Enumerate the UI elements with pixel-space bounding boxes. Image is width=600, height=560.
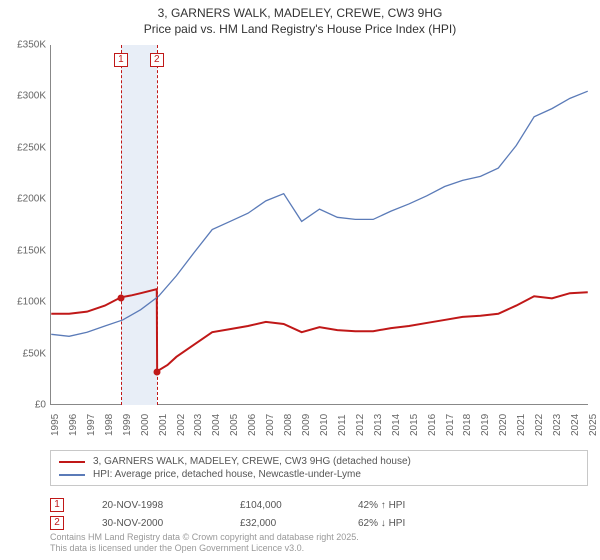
legend-swatch: [59, 474, 85, 476]
marker-box: 2: [150, 53, 164, 67]
footer-line-1: Contains HM Land Registry data © Crown c…: [50, 532, 359, 543]
x-tick-label: 2020: [498, 414, 509, 436]
y-tick-label: £50K: [23, 348, 46, 359]
x-tick-label: 2015: [409, 414, 420, 436]
footer-line-2: This data is licensed under the Open Gov…: [50, 543, 359, 554]
chart-title: 3, GARNERS WALK, MADELEY, CREWE, CW3 9HG…: [0, 0, 600, 37]
x-tick-label: 2021: [516, 414, 527, 436]
transaction-row: 1 20-NOV-1998 £104,000 42% ↑ HPI: [50, 496, 588, 514]
legend-row: HPI: Average price, detached house, Newc…: [59, 468, 579, 481]
transaction-marker: 2: [50, 516, 64, 530]
legend-label: HPI: Average price, detached house, Newc…: [93, 469, 361, 480]
x-tick-label: 2005: [229, 414, 240, 436]
footer-attribution: Contains HM Land Registry data © Crown c…: [50, 532, 359, 554]
title-line-2: Price paid vs. HM Land Registry's House …: [0, 22, 600, 38]
legend-swatch: [59, 461, 85, 463]
x-tick-label: 2017: [445, 414, 456, 436]
y-axis: £0£50K£100K£150K£200K£250K£300K£350K: [0, 45, 48, 405]
transaction-row: 2 30-NOV-2000 £32,000 62% ↓ HPI: [50, 514, 588, 532]
chart-container: 3, GARNERS WALK, MADELEY, CREWE, CW3 9HG…: [0, 0, 600, 560]
x-tick-label: 2002: [176, 414, 187, 436]
x-tick-label: 2025: [588, 414, 599, 436]
marker-line: [121, 45, 122, 405]
x-tick-label: 2024: [570, 414, 581, 436]
x-tick-label: 1999: [122, 414, 133, 436]
marker-dot: [117, 295, 124, 302]
y-tick-label: £250K: [17, 142, 46, 153]
transaction-marker: 1: [50, 498, 64, 512]
transaction-delta: 62% ↓ HPI: [358, 518, 405, 529]
x-tick-label: 2023: [552, 414, 563, 436]
x-tick-label: 2014: [391, 414, 402, 436]
y-tick-label: £300K: [17, 91, 46, 102]
transaction-price: £104,000: [240, 500, 320, 511]
y-tick-label: £350K: [17, 40, 46, 51]
x-tick-label: 2006: [247, 414, 258, 436]
transaction-date: 30-NOV-2000: [102, 518, 202, 529]
x-tick-label: 2000: [140, 414, 151, 436]
x-tick-label: 2008: [283, 414, 294, 436]
line-series-svg: [51, 45, 588, 404]
legend-row: 3, GARNERS WALK, MADELEY, CREWE, CW3 9HG…: [59, 455, 579, 468]
transaction-price: £32,000: [240, 518, 320, 529]
x-tick-label: 2016: [427, 414, 438, 436]
x-tick-label: 2022: [534, 414, 545, 436]
marker-line: [157, 45, 158, 405]
legend-label: 3, GARNERS WALK, MADELEY, CREWE, CW3 9HG…: [93, 456, 411, 467]
x-tick-label: 1998: [104, 414, 115, 436]
x-tick-label: 2001: [158, 414, 169, 436]
x-axis: 1995 1996 1997 1998 1999 2000 2001 2002 2003 2004…: [50, 408, 588, 448]
x-tick-label: 2009: [301, 414, 312, 436]
transaction-date: 20-NOV-1998: [102, 500, 202, 511]
x-tick-label: 1997: [86, 414, 97, 436]
marker-dot: [153, 369, 160, 376]
x-tick-label: 2004: [211, 414, 222, 436]
plot-area: 12: [50, 45, 588, 405]
x-tick-label: 2018: [462, 414, 473, 436]
marker-box: 1: [114, 53, 128, 67]
y-tick-label: £0: [35, 400, 46, 411]
x-tick-label: 2007: [265, 414, 276, 436]
title-line-1: 3, GARNERS WALK, MADELEY, CREWE, CW3 9HG: [0, 6, 600, 22]
x-tick-label: 1995: [50, 414, 61, 436]
x-tick-label: 1996: [68, 414, 79, 436]
y-tick-label: £200K: [17, 194, 46, 205]
x-tick-label: 2013: [373, 414, 384, 436]
series-line: [51, 289, 588, 371]
x-tick-label: 2010: [319, 414, 330, 436]
x-tick-label: 2003: [193, 414, 204, 436]
x-tick-label: 2011: [337, 414, 348, 436]
y-tick-label: £150K: [17, 245, 46, 256]
x-tick-label: 2019: [480, 414, 491, 436]
legend: 3, GARNERS WALK, MADELEY, CREWE, CW3 9HG…: [50, 450, 588, 486]
y-tick-label: £100K: [17, 297, 46, 308]
series-line: [51, 91, 588, 336]
x-tick-label: 2012: [355, 414, 366, 436]
transaction-table: 1 20-NOV-1998 £104,000 42% ↑ HPI 2 30-NOV-200…: [50, 496, 588, 532]
transaction-delta: 42% ↑ HPI: [358, 500, 405, 511]
